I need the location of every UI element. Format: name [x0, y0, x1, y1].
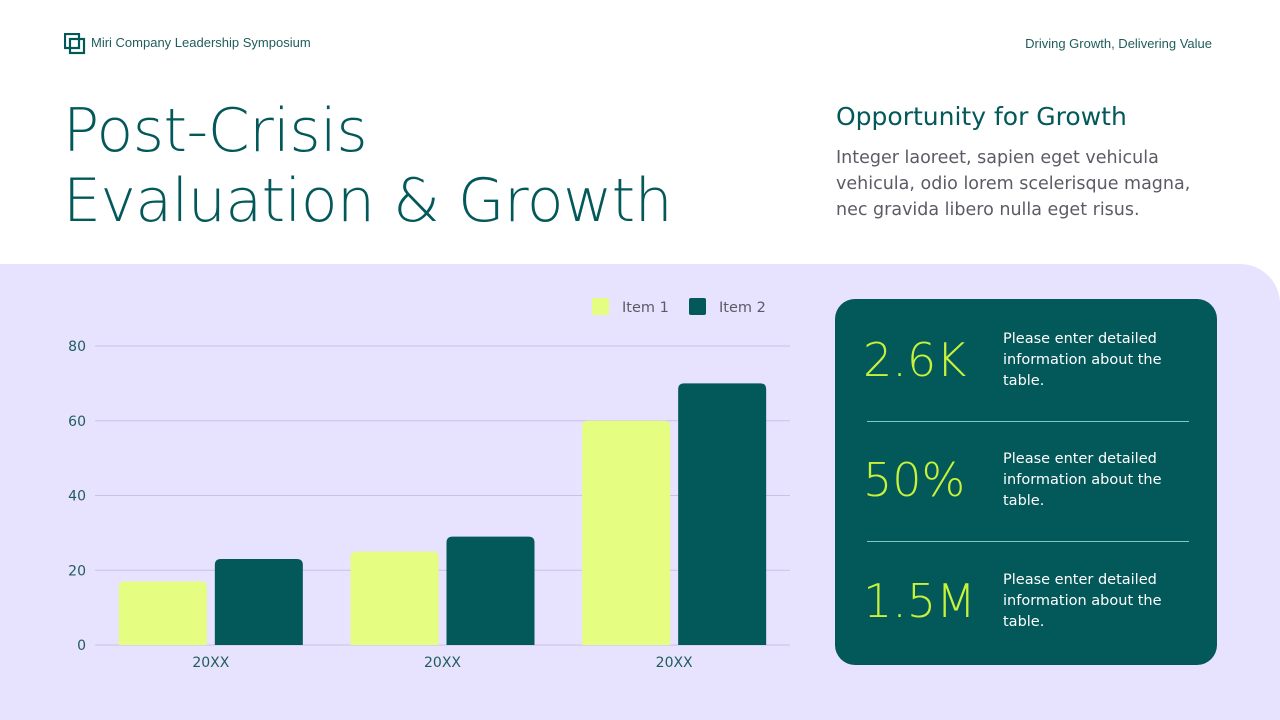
y-tick-label: 20 [68, 563, 86, 579]
bar-item-1 [350, 551, 439, 645]
stat-1: 2.6K Please enter detailed information ab… [835, 313, 1217, 413]
stats-card: 2.6K Please enter detailed information ab… [835, 299, 1217, 665]
legend-swatch [592, 298, 609, 315]
stat-text: Please enter detailed information about … [1003, 451, 1162, 509]
page-title: Post-Crisis Evaluation & Growth [63, 96, 673, 236]
y-tick-label: 40 [68, 489, 86, 505]
company-name: Miri Company Leadership Symposium [91, 35, 311, 50]
y-tick-label: 60 [68, 414, 86, 430]
stat-3: 1.5M Please enter detailed information ab… [835, 554, 1217, 654]
stat-text: Please enter detailed information about … [1003, 572, 1162, 630]
legend-swatch [689, 298, 706, 315]
side-heading: Opportunity for Growth [836, 102, 1127, 131]
logo-icon [64, 33, 86, 55]
title-line-1: Post-Crisis [63, 96, 368, 166]
x-tick-label: 20XX [656, 655, 693, 671]
bar-item-1 [582, 420, 671, 645]
legend-label: Item 1 [622, 300, 669, 316]
bar-item-1 [118, 581, 207, 645]
divider [867, 541, 1189, 542]
bar-item-2 [214, 559, 303, 645]
stat-value: 2.6K [863, 333, 967, 387]
x-tick-label: 20XX [192, 655, 229, 671]
stat-value: 1.5M [863, 574, 976, 628]
y-tick-label: 0 [77, 638, 86, 654]
stat-value: 50% [863, 453, 966, 507]
x-tick-label: 20XX [424, 655, 461, 671]
y-tick-label: 80 [68, 339, 86, 355]
tagline: Driving Growth, Delivering Value [1025, 36, 1212, 51]
bar-item-2 [446, 536, 535, 645]
bar-item-2 [678, 383, 767, 645]
divider [867, 421, 1189, 422]
bar-chart: 0 20 40 60 80 20XX 20XX 20XX Item 1 Item 2 [68, 298, 790, 671]
legend-label: Item 2 [719, 300, 766, 316]
title-line-2: Evaluation & Growth [63, 166, 673, 236]
side-description: Integer laoreet, sapien eget vehicula ve… [836, 148, 1191, 220]
stat-2: 50% Please enter detailed information abo… [835, 433, 1217, 533]
stat-text: Please enter detailed information about … [1003, 331, 1162, 389]
